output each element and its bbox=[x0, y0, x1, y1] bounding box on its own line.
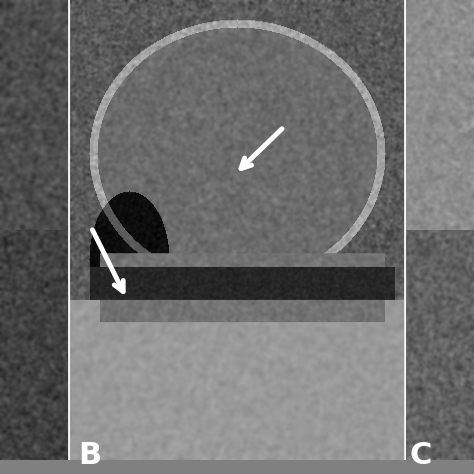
Text: C: C bbox=[410, 441, 432, 470]
Text: B: B bbox=[79, 441, 101, 470]
